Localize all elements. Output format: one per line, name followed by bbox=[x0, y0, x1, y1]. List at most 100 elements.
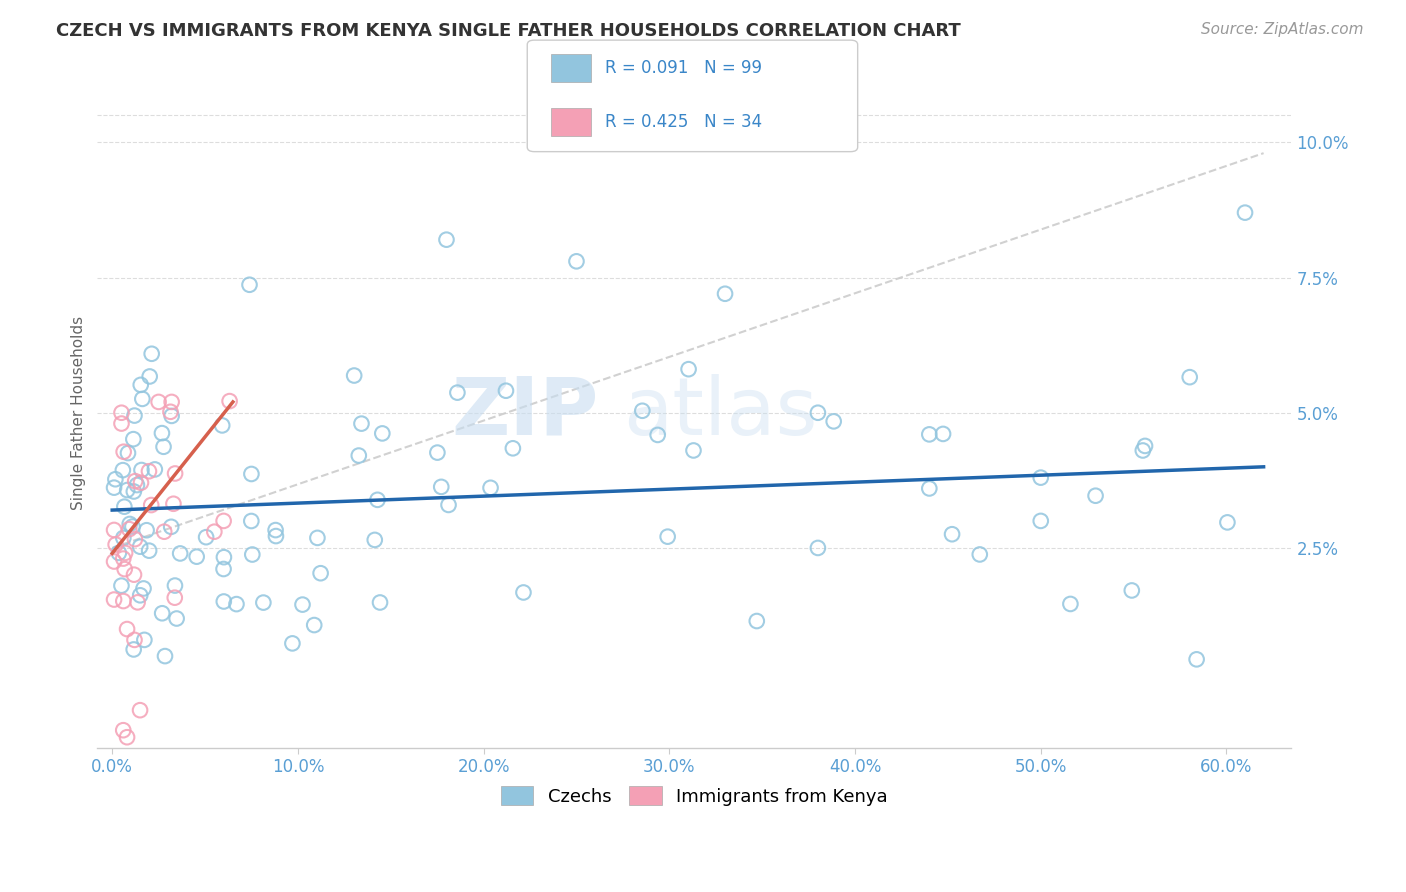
Text: CZECH VS IMMIGRANTS FROM KENYA SINGLE FATHER HOUSEHOLDS CORRELATION CHART: CZECH VS IMMIGRANTS FROM KENYA SINGLE FA… bbox=[56, 22, 960, 40]
Point bbox=[212, 562, 235, 576]
Point bbox=[918, 427, 941, 442]
Point bbox=[159, 405, 181, 419]
Point bbox=[169, 546, 191, 560]
Point bbox=[366, 492, 388, 507]
Point bbox=[495, 384, 517, 398]
Point bbox=[264, 523, 287, 537]
Point bbox=[153, 524, 176, 539]
Point bbox=[103, 592, 125, 607]
Point bbox=[138, 369, 160, 384]
Point bbox=[941, 527, 963, 541]
Point bbox=[110, 406, 132, 420]
Point bbox=[264, 529, 287, 543]
Point bbox=[252, 596, 274, 610]
Point bbox=[1029, 514, 1052, 528]
Point bbox=[112, 594, 135, 608]
Point bbox=[121, 519, 143, 533]
Point bbox=[138, 464, 160, 478]
Point bbox=[212, 550, 235, 565]
Point bbox=[122, 432, 145, 446]
Point bbox=[1084, 489, 1107, 503]
Point bbox=[225, 597, 247, 611]
Point bbox=[160, 520, 183, 534]
Point bbox=[918, 482, 941, 496]
Point bbox=[122, 642, 145, 657]
Point bbox=[129, 703, 152, 717]
Point bbox=[127, 595, 149, 609]
Point bbox=[112, 531, 135, 545]
Point bbox=[969, 548, 991, 562]
Point bbox=[238, 277, 260, 292]
Point bbox=[211, 418, 233, 433]
Point bbox=[134, 632, 156, 647]
Point bbox=[657, 530, 679, 544]
Legend: Czechs, Immigrants from Kenya: Czechs, Immigrants from Kenya bbox=[494, 779, 896, 813]
Point bbox=[103, 555, 125, 569]
Point bbox=[437, 498, 460, 512]
Point bbox=[122, 567, 145, 582]
Point bbox=[150, 426, 173, 441]
Point bbox=[138, 543, 160, 558]
Point bbox=[212, 514, 235, 528]
Text: atlas: atlas bbox=[623, 374, 817, 451]
Point bbox=[350, 417, 373, 431]
Point bbox=[647, 428, 669, 442]
Point bbox=[135, 523, 157, 537]
Point bbox=[112, 444, 135, 458]
Point bbox=[343, 368, 366, 383]
Text: R = 0.425   N = 34: R = 0.425 N = 34 bbox=[605, 113, 762, 131]
Point bbox=[141, 347, 163, 361]
Point bbox=[122, 484, 145, 499]
Point bbox=[678, 362, 700, 376]
Point bbox=[163, 578, 186, 592]
Point bbox=[118, 516, 141, 531]
Point bbox=[1029, 470, 1052, 484]
Point bbox=[1133, 439, 1156, 453]
Point bbox=[368, 595, 391, 609]
Point bbox=[111, 463, 134, 477]
Point bbox=[932, 426, 955, 441]
Point bbox=[565, 254, 588, 268]
Point bbox=[104, 472, 127, 486]
Point bbox=[1059, 597, 1081, 611]
Point bbox=[281, 636, 304, 650]
Point bbox=[240, 467, 263, 481]
Point bbox=[132, 582, 155, 596]
Point bbox=[114, 546, 136, 560]
Point bbox=[103, 481, 125, 495]
Text: Source: ZipAtlas.com: Source: ZipAtlas.com bbox=[1201, 22, 1364, 37]
Point bbox=[195, 530, 218, 544]
Point bbox=[512, 585, 534, 599]
Point bbox=[1132, 443, 1154, 458]
Point bbox=[160, 395, 183, 409]
Point bbox=[166, 611, 188, 625]
Point bbox=[302, 618, 325, 632]
Point bbox=[364, 533, 387, 547]
Point bbox=[129, 475, 152, 490]
Point bbox=[186, 549, 208, 564]
Point bbox=[212, 594, 235, 608]
Point bbox=[807, 541, 830, 555]
Point bbox=[307, 531, 329, 545]
Point bbox=[371, 426, 394, 441]
Point bbox=[152, 440, 174, 454]
Point bbox=[129, 540, 152, 554]
Point bbox=[124, 474, 146, 488]
Point bbox=[240, 514, 263, 528]
Point bbox=[218, 394, 240, 409]
Point bbox=[240, 548, 263, 562]
Point bbox=[745, 614, 768, 628]
Point bbox=[714, 286, 737, 301]
Point bbox=[129, 588, 152, 602]
Point bbox=[131, 392, 153, 406]
Point bbox=[446, 385, 468, 400]
Point bbox=[150, 607, 173, 621]
Point bbox=[131, 463, 153, 477]
Point bbox=[1234, 205, 1257, 219]
Point bbox=[141, 498, 163, 512]
Point bbox=[124, 532, 146, 546]
Point bbox=[682, 443, 704, 458]
Point bbox=[110, 417, 132, 431]
Point bbox=[502, 442, 524, 456]
Point bbox=[148, 395, 170, 409]
